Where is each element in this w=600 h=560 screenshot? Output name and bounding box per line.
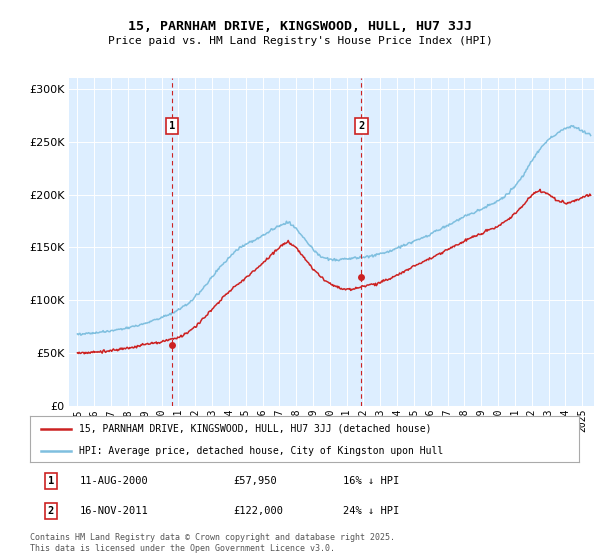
Text: 11-AUG-2000: 11-AUG-2000 (79, 475, 148, 486)
Text: 15, PARNHAM DRIVE, KINGSWOOD, HULL, HU7 3JJ (detached house): 15, PARNHAM DRIVE, KINGSWOOD, HULL, HU7 … (79, 424, 432, 434)
Text: 1: 1 (169, 121, 175, 131)
Text: 16-NOV-2011: 16-NOV-2011 (79, 506, 148, 516)
Text: Price paid vs. HM Land Registry's House Price Index (HPI): Price paid vs. HM Land Registry's House … (107, 36, 493, 46)
Text: £122,000: £122,000 (233, 506, 283, 516)
Text: 15, PARNHAM DRIVE, KINGSWOOD, HULL, HU7 3JJ: 15, PARNHAM DRIVE, KINGSWOOD, HULL, HU7 … (128, 20, 472, 32)
Text: 16% ↓ HPI: 16% ↓ HPI (343, 475, 399, 486)
Text: 2: 2 (48, 506, 54, 516)
Text: £57,950: £57,950 (233, 475, 277, 486)
Text: HPI: Average price, detached house, City of Kingston upon Hull: HPI: Average price, detached house, City… (79, 446, 443, 455)
Text: Contains HM Land Registry data © Crown copyright and database right 2025.
This d: Contains HM Land Registry data © Crown c… (30, 533, 395, 553)
Text: 24% ↓ HPI: 24% ↓ HPI (343, 506, 399, 516)
Text: 2: 2 (358, 121, 365, 131)
Text: 1: 1 (48, 475, 54, 486)
